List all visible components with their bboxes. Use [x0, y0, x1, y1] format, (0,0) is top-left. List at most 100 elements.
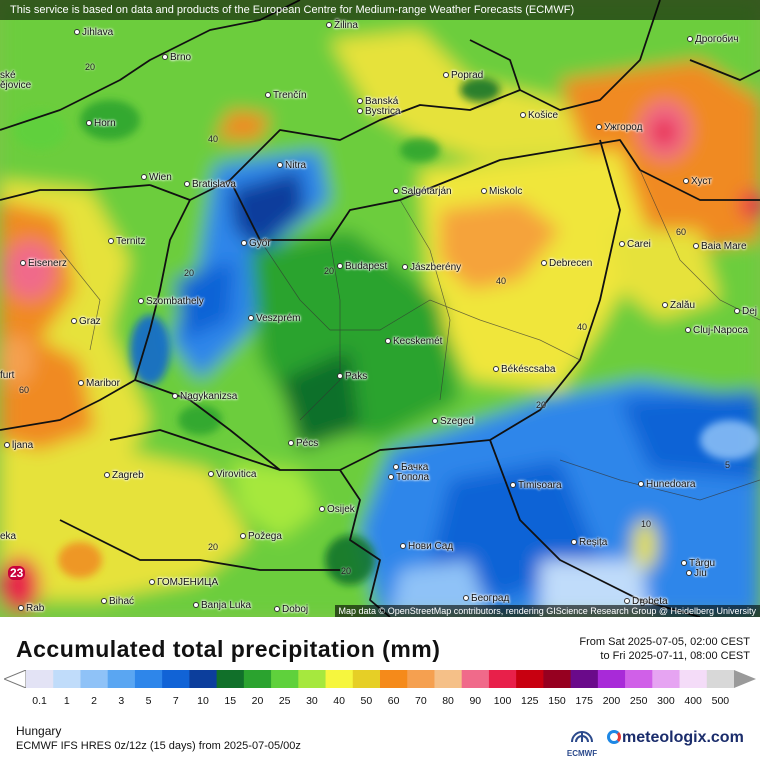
scale-label: 150 [548, 695, 566, 707]
city-label: Zagreb [104, 470, 144, 481]
city-label: Wien [141, 172, 172, 183]
city-name: Jihlava [82, 27, 114, 38]
city-label: Ужгород [596, 122, 642, 133]
city-label: Požega [240, 531, 282, 542]
city-name: Хуст [691, 176, 712, 187]
city-name: Cluj-Napoca [693, 325, 749, 336]
scale-label: 250 [629, 695, 648, 707]
isoline-label: 20 [341, 566, 352, 576]
ecmwf-disclaimer-banner: This service is based on data and produc… [0, 0, 760, 20]
city-name: Wien [149, 172, 172, 183]
city-name: Győr [249, 238, 271, 249]
city-label: Eisenerz [20, 258, 67, 269]
city-label: Хуст [683, 176, 712, 187]
city-dot-icon [541, 260, 547, 267]
scale-label: 100 [493, 695, 512, 707]
color-scale-bar [4, 670, 756, 688]
city-name: Košice [528, 110, 559, 121]
city-label: Bystrica [357, 106, 401, 117]
city-name: Szombathely [146, 296, 204, 307]
ecmwf-logo[interactable]: ECMWF [562, 728, 602, 758]
color-scale-labels: 0.1 1 2 3 5 7 10 15 20 25 30 40 50 60 70 80 90 100 125 150 1… [0, 695, 760, 709]
city-label: Jiu [686, 568, 707, 579]
city-name: Veszprém [256, 313, 301, 324]
city-label: ljana [4, 440, 33, 451]
city-dot-icon [400, 543, 406, 550]
city-name: Ужгород [604, 122, 643, 133]
city-label: Jászberény [402, 262, 461, 273]
city-dot-icon [172, 393, 178, 400]
city-label: eka [0, 531, 16, 542]
city-name: Дрогобич [695, 34, 739, 45]
isoline-label: 40 [208, 134, 219, 144]
city-label: Osijek [319, 504, 355, 515]
city-name: Топола [396, 472, 430, 483]
isoline-label: 20 [324, 266, 335, 276]
city-name: Dej [742, 306, 758, 317]
city-label: Brno [162, 52, 191, 63]
city-dot-icon [662, 302, 668, 309]
city-dot-icon [686, 570, 692, 577]
city-name: ějovice [0, 80, 32, 91]
city-name: Бачка [401, 462, 429, 473]
city-dot-icon [463, 595, 469, 602]
city-name: Rab [26, 603, 45, 614]
scale-swatch [352, 670, 381, 688]
city-dot-icon [288, 440, 294, 447]
scale-label: 15 [224, 695, 237, 707]
city-dot-icon [685, 327, 691, 334]
scale-label: 10 [197, 695, 209, 707]
city-label: ějovice [0, 80, 31, 91]
city-dot-icon [734, 308, 740, 315]
map-attribution[interactable]: Map data © OpenStreetMap contributors, r… [334, 605, 760, 617]
city-name: Baia Mare [701, 241, 747, 252]
city-label: Jihlava [74, 27, 113, 38]
scale-label: 125 [521, 695, 539, 707]
scale-label: 1 [63, 695, 70, 707]
meteologix-logo[interactable]: meteologix.com [607, 729, 744, 747]
isoline-label: 20 [184, 268, 195, 278]
city-name: Békéscsaba [501, 364, 556, 375]
city-name: Jiu [694, 568, 707, 579]
city-label: Cluj-Napoca [685, 325, 748, 336]
scale-swatch [597, 670, 626, 688]
city-label: Београд [463, 593, 509, 604]
city-dot-icon [274, 606, 280, 613]
scale-label: 60 [387, 695, 400, 707]
city-dot-icon [619, 241, 625, 248]
city-label: Poprad [443, 70, 483, 81]
city-dot-icon [357, 108, 363, 115]
city-label: Târgu [681, 558, 715, 569]
city-name: Banská [365, 96, 399, 107]
city-label: Nagykanizsa [172, 391, 237, 402]
city-dot-icon [683, 178, 689, 185]
precipitation-map[interactable]: This service is based on data and produc… [0, 0, 760, 617]
scale-swatch [243, 670, 272, 688]
meteologix-logo-text: meteologix.com [622, 729, 744, 746]
city-label: Kecskemét [385, 336, 442, 347]
scale-swatch [80, 670, 109, 688]
city-label: Banská [357, 96, 398, 107]
city-dot-icon [402, 264, 408, 271]
scale-label: 200 [602, 695, 621, 707]
scale-under-arrow [4, 670, 27, 688]
city-name: Brno [170, 52, 192, 63]
city-name: Graz [79, 316, 101, 327]
isoline-label: 5 [640, 598, 646, 608]
city-dot-icon [78, 380, 84, 387]
city-name: Salgótarján [401, 186, 452, 197]
scale-label: 90 [469, 695, 482, 707]
scale-label: 70 [415, 695, 427, 707]
city-name: Bratislava [192, 179, 236, 190]
city-name: Debrecen [549, 258, 593, 269]
city-name: Kecskemét [393, 336, 443, 347]
city-label: Дрогобич [687, 34, 738, 45]
city-label: Győr [241, 238, 271, 249]
scale-label: 50 [360, 695, 373, 707]
scale-label: 20 [251, 695, 264, 707]
scale-swatch [543, 670, 572, 688]
model-info: ECMWF IFS HRES 0z/12z (15 days) from 202… [16, 740, 301, 752]
scale-swatch [107, 670, 136, 688]
scale-swatch [461, 670, 490, 688]
scale-swatch [434, 670, 463, 688]
